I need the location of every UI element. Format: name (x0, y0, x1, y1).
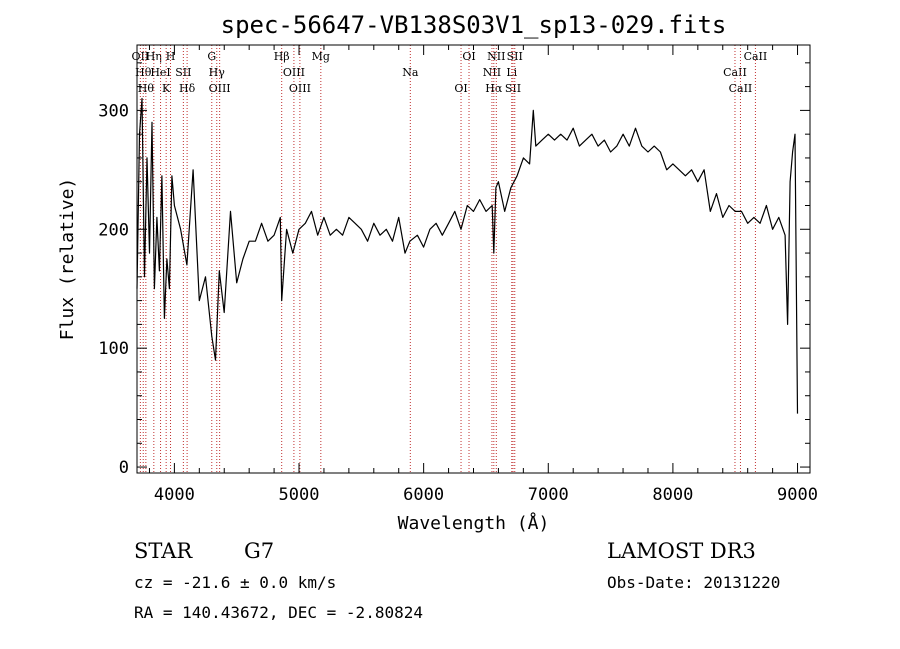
spectral-line-label: G (207, 50, 216, 63)
spectral-line-label: Mg (312, 50, 330, 63)
spectral-line-label: OII (132, 50, 150, 63)
survey-label: LAMOST DR3 (607, 539, 756, 563)
spectral-line-label: CaII (729, 82, 753, 95)
y-tick-label: 100 (98, 339, 129, 359)
spectral-line-label: HeI (150, 66, 170, 79)
x-tick-label: 5000 (279, 485, 320, 505)
chart-title: spec-56647-VB138S03V1_sp13-029.fits (221, 11, 727, 39)
spectral-line-label: Hδ (179, 82, 196, 95)
spectral-line-label: OIII (209, 82, 231, 95)
object-class: STAR (134, 539, 193, 563)
y-tick-label: 300 (98, 101, 129, 121)
x-tick-label: 9000 (777, 485, 818, 505)
spectral-line-label: Hθ (135, 66, 152, 79)
spectral-line-label: NII (487, 50, 505, 63)
object-subclass: G7 (244, 539, 275, 563)
plot-frame (136, 44, 811, 474)
y-axis-label: Flux (relative) (57, 178, 78, 341)
spectral-line-label: OIII (289, 82, 311, 95)
spectral-line-label: Hα (485, 82, 503, 95)
spectral-line-label: OI (454, 82, 467, 95)
spectral-line-label: Na (402, 66, 419, 79)
x-tick-label: 8000 (652, 485, 693, 505)
spectral-line-label: SII (507, 50, 523, 63)
spectral-line-label: OIII (283, 66, 305, 79)
x-tick-label: 7000 (528, 485, 569, 505)
spectral-line-label: Hθ (138, 82, 155, 95)
y-tick-label: 0 (119, 458, 129, 478)
spectral-line-label: K (162, 82, 171, 95)
y-tick-label: 200 (98, 220, 129, 240)
spectral-line-label: Hβ (274, 50, 290, 63)
x-axis-label: Wavelength (Å) (398, 512, 550, 534)
spectral-line-label: Hγ (209, 66, 226, 79)
redshift-velocity: cz = -21.6 ± 0.0 km/s (134, 573, 337, 592)
spectral-line-label: H (166, 50, 176, 63)
spectral-line-label: Hη (146, 50, 162, 63)
spectral-line-label: SII (505, 82, 521, 95)
x-tick-label: 6000 (403, 485, 444, 505)
spectral-line-label: SII (175, 66, 191, 79)
spectrum-series-line (136, 97, 799, 414)
spectral-line-label: NII (483, 66, 501, 79)
spectral-line-label: CaII (744, 50, 768, 63)
spectral-line-label: CaII (723, 66, 747, 79)
spectral-line-label: OI (462, 50, 475, 63)
x-tick-label: 4000 (154, 485, 195, 505)
ra-dec-coordinates: RA = 140.43672, DEC = -2.80824 (134, 603, 423, 622)
observation-date: Obs-Date: 20131220 (607, 573, 781, 592)
spectral-line-label: Li (506, 66, 517, 79)
